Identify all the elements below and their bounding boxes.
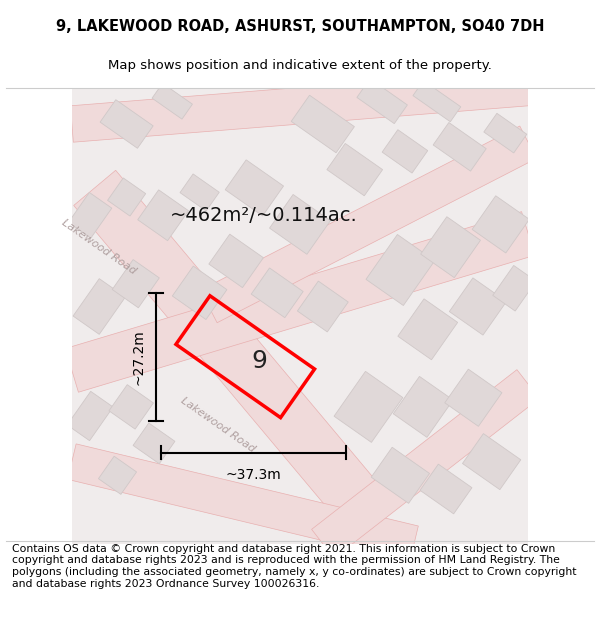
Polygon shape: [68, 192, 112, 238]
Polygon shape: [68, 444, 418, 561]
Polygon shape: [472, 196, 529, 253]
Polygon shape: [67, 391, 113, 441]
Polygon shape: [334, 371, 403, 442]
Polygon shape: [493, 266, 536, 311]
Text: Map shows position and indicative extent of the property.: Map shows position and indicative extent…: [108, 59, 492, 72]
Polygon shape: [172, 266, 227, 319]
Text: 9: 9: [251, 349, 267, 373]
Polygon shape: [291, 95, 355, 152]
Polygon shape: [393, 376, 453, 438]
Polygon shape: [311, 369, 539, 558]
Polygon shape: [251, 268, 303, 318]
Polygon shape: [74, 170, 376, 516]
Polygon shape: [366, 234, 435, 306]
Text: ~27.2m: ~27.2m: [131, 329, 145, 384]
Text: 9, LAKEWOOD ROAD, ASHURST, SOUTHAMPTON, SO40 7DH: 9, LAKEWOOD ROAD, ASHURST, SOUTHAMPTON, …: [56, 19, 544, 34]
Text: Lakewood Road: Lakewood Road: [179, 396, 257, 454]
Polygon shape: [98, 456, 137, 494]
Polygon shape: [445, 369, 502, 426]
Polygon shape: [100, 100, 153, 148]
Text: ~462m²/~0.114ac.: ~462m²/~0.114ac.: [170, 206, 358, 225]
Polygon shape: [112, 259, 159, 308]
Text: Contains OS data © Crown copyright and database right 2021. This information is : Contains OS data © Crown copyright and d…: [12, 544, 577, 589]
Polygon shape: [357, 79, 407, 124]
Text: Lakewood Road: Lakewood Road: [60, 217, 138, 277]
Polygon shape: [107, 178, 146, 216]
Polygon shape: [327, 144, 383, 196]
Polygon shape: [413, 81, 461, 122]
Polygon shape: [484, 113, 527, 153]
Polygon shape: [421, 217, 481, 278]
Polygon shape: [70, 69, 530, 142]
Polygon shape: [449, 278, 506, 335]
Polygon shape: [65, 212, 535, 392]
Polygon shape: [138, 190, 188, 241]
Polygon shape: [420, 464, 472, 514]
Polygon shape: [73, 279, 125, 334]
Polygon shape: [152, 83, 193, 119]
Text: ~37.3m: ~37.3m: [226, 468, 281, 482]
Polygon shape: [200, 126, 536, 322]
Polygon shape: [209, 234, 263, 288]
Polygon shape: [433, 122, 486, 171]
Polygon shape: [463, 434, 521, 489]
Polygon shape: [398, 299, 458, 360]
Polygon shape: [225, 160, 284, 216]
Polygon shape: [371, 448, 430, 503]
Polygon shape: [133, 423, 175, 464]
Polygon shape: [109, 384, 154, 429]
Polygon shape: [180, 174, 219, 211]
Polygon shape: [382, 130, 428, 173]
Polygon shape: [269, 194, 331, 254]
Polygon shape: [298, 281, 348, 332]
